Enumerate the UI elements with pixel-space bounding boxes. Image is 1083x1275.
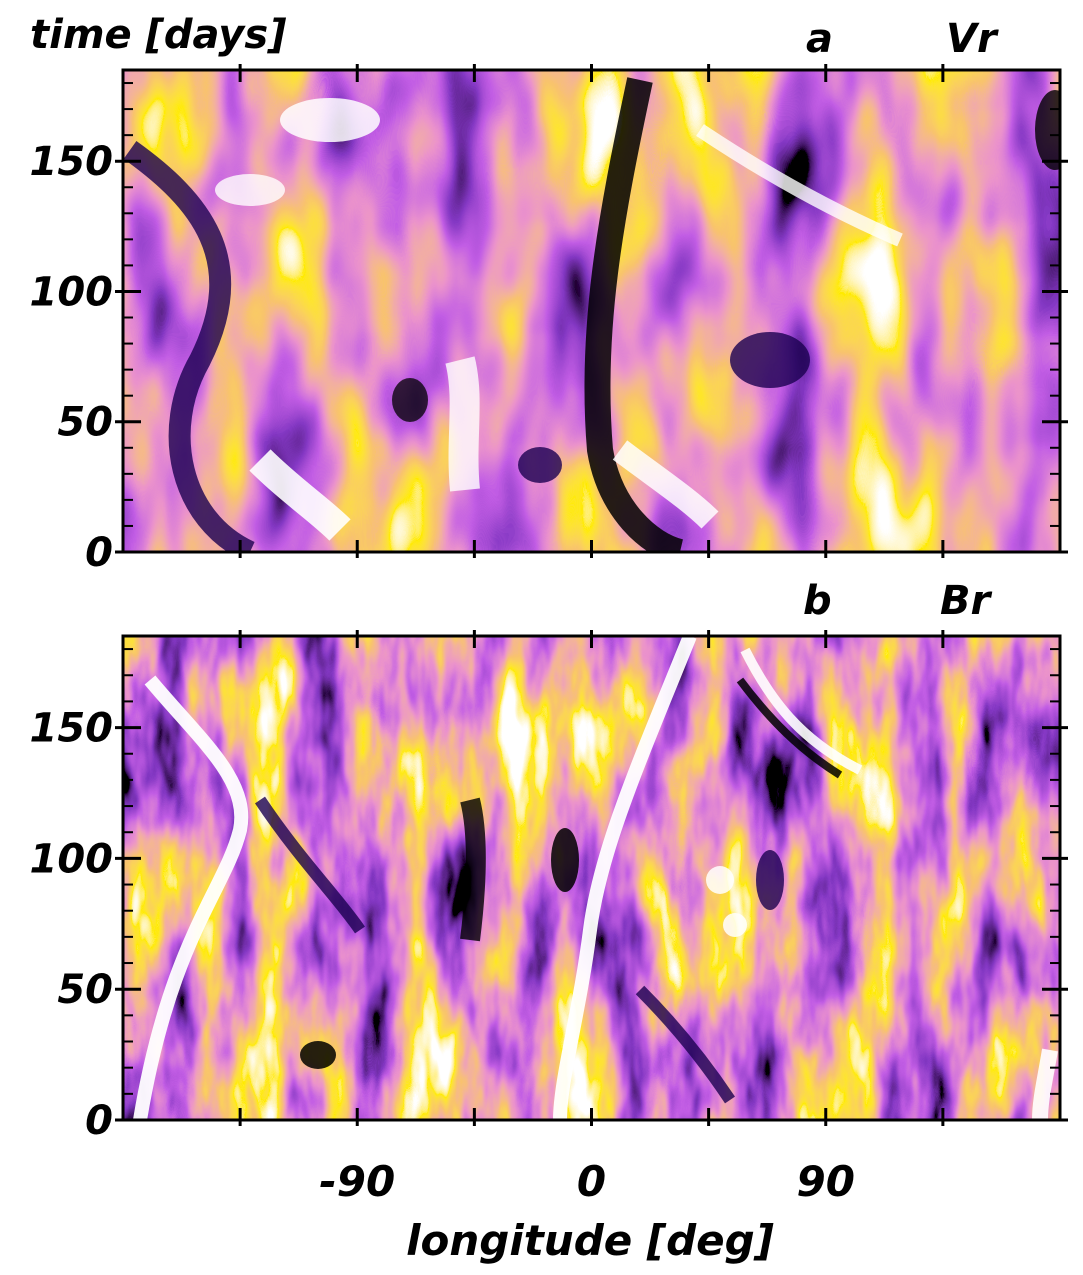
panel-b-streak <box>740 647 863 775</box>
panel-a-blob <box>730 332 810 388</box>
panel-a-streak <box>249 449 351 541</box>
panel-b-blob <box>706 866 734 894</box>
panel-a-label: a <box>806 16 833 62</box>
y-tick-label: 50 <box>57 967 113 1013</box>
panel-b-blob <box>300 1041 336 1069</box>
y-tick-label: 150 <box>30 706 114 752</box>
panel-b-quantity: Br <box>940 578 992 624</box>
panel-b-ticks: 0 50 100 150 -90 0 90 <box>30 630 1068 1206</box>
panel-b-streak <box>635 985 735 1104</box>
panel-b-features <box>133 636 1058 1120</box>
x-tick-label: -90 <box>319 1157 395 1206</box>
panel-a-streak <box>123 141 255 552</box>
y-tick-label: 0 <box>85 1098 113 1144</box>
panel-b-streak <box>1032 1048 1058 1120</box>
x-axis-label: longitude [deg] <box>406 1216 774 1265</box>
y-tick-label: 0 <box>85 530 113 576</box>
panel-b-blob <box>756 850 784 910</box>
panel-b: 0 50 100 150 -90 0 90 b Br longitude [deg] <box>30 578 1068 1265</box>
y-tick-label: 100 <box>30 269 114 315</box>
y-tick-label: 150 <box>30 139 114 185</box>
panel-a-blob <box>518 447 562 483</box>
panel-b-streak <box>553 636 697 1120</box>
x-tick-label: 0 <box>577 1157 606 1206</box>
panel-a-ticks: 0 50 100 150 <box>30 64 1068 576</box>
panel-a-blob <box>392 378 428 422</box>
x-tick-label: 90 <box>797 1157 855 1206</box>
panel-a: 0 50 100 150 time [days] a Vr <box>30 12 1068 576</box>
panel-a-y-axis-label: time [days] <box>30 12 286 58</box>
panel-b-blob <box>551 828 579 892</box>
panel-b-streak <box>460 797 486 942</box>
y-tick-label: 100 <box>30 836 114 882</box>
panel-a-quantity: Vr <box>946 16 999 62</box>
panel-b-streak <box>255 796 365 934</box>
panel-b-streak <box>736 677 843 779</box>
panel-a-blob <box>1035 90 1060 170</box>
panel-a-features <box>123 77 1060 552</box>
panel-a-blob <box>215 174 285 206</box>
panel-b-heatmap <box>123 636 1060 1120</box>
panel-b-blob <box>723 913 747 937</box>
panel-b-streak <box>133 675 249 1120</box>
panel-a-streak <box>445 356 480 492</box>
panel-a-streak <box>612 440 719 529</box>
panel-a-streak <box>696 124 903 247</box>
panel-a-blob <box>280 98 380 142</box>
panel-b-label: b <box>803 578 832 624</box>
panel-a-streak <box>584 77 684 552</box>
y-tick-label: 50 <box>57 400 113 446</box>
